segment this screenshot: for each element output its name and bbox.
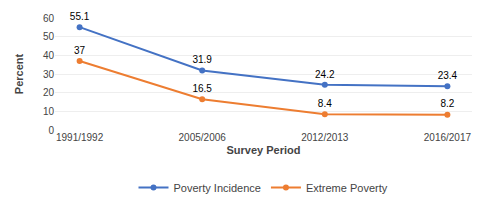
svg-text:8.2: 8.2 [440, 98, 454, 109]
svg-text:16.5: 16.5 [192, 83, 212, 94]
svg-text:2005/2006: 2005/2006 [179, 132, 227, 143]
svg-text:55.1: 55.1 [70, 11, 90, 22]
svg-text:2012/2013: 2012/2013 [301, 132, 349, 143]
svg-text:8.4: 8.4 [318, 98, 332, 109]
svg-text:40: 40 [43, 50, 55, 61]
svg-text:10: 10 [43, 106, 55, 117]
svg-text:60: 60 [43, 13, 55, 24]
svg-text:Percent: Percent [13, 53, 25, 94]
svg-text:Poverty Incidence: Poverty Incidence [174, 182, 261, 194]
svg-text:20: 20 [43, 87, 55, 98]
svg-text:Survey Period: Survey Period [227, 144, 301, 156]
svg-text:37: 37 [74, 45, 86, 56]
svg-text:23.4: 23.4 [438, 70, 458, 81]
svg-text:50: 50 [43, 31, 55, 42]
svg-text:24.2: 24.2 [315, 69, 335, 80]
svg-text:30: 30 [43, 69, 55, 80]
svg-text:31.9: 31.9 [192, 54, 212, 65]
svg-text:1991/1992: 1991/1992 [56, 132, 104, 143]
svg-text:0: 0 [48, 125, 54, 136]
svg-text:Extreme Poverty: Extreme Poverty [306, 182, 388, 194]
svg-text:2016/2017: 2016/2017 [424, 132, 472, 143]
